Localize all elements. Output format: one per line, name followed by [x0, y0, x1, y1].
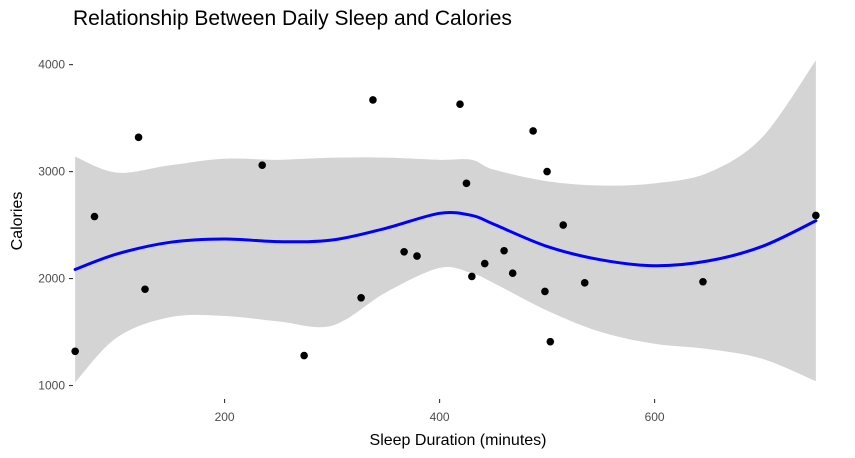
data-point	[300, 351, 308, 360]
data-point	[90, 212, 99, 221]
data-point	[480, 259, 489, 268]
data-point	[413, 252, 421, 260]
data-point	[508, 269, 517, 278]
chart-title: Relationship Between Daily Sleep and Cal…	[73, 7, 512, 30]
data-point	[141, 285, 149, 294]
data-point	[529, 127, 537, 135]
plot-area	[71, 60, 820, 383]
data-point	[71, 347, 79, 356]
data-point	[357, 294, 365, 302]
data-point	[369, 96, 377, 104]
smooth-line	[73, 210, 818, 271]
y-axis-title: Calories	[9, 192, 26, 251]
x-axis-title: Sleep Duration (minutes)	[370, 432, 547, 449]
y-tick-label: 4000	[38, 58, 65, 72]
data-point	[559, 221, 568, 229]
data-point	[456, 100, 464, 108]
y-tick-label: 1000	[38, 379, 65, 393]
data-point	[580, 279, 589, 287]
data-point	[543, 167, 551, 176]
data-point	[258, 161, 267, 169]
y-tick-label: 3000	[38, 165, 65, 179]
data-point	[500, 246, 508, 255]
data-point	[134, 133, 143, 142]
y-tick-label: 2000	[38, 272, 65, 286]
confidence-band	[75, 60, 816, 383]
data-point	[541, 287, 549, 296]
x-axis: 200 400 600	[215, 399, 665, 424]
x-tick-label: 400	[430, 410, 450, 424]
data-point	[400, 248, 408, 256]
data-point	[462, 179, 471, 188]
data-point	[699, 277, 707, 286]
y-axis: 1000 2000 3000 4000	[38, 58, 73, 393]
x-tick-label: 200	[215, 410, 235, 424]
x-tick-label: 600	[645, 410, 665, 424]
data-point	[468, 272, 476, 281]
data-point	[812, 211, 820, 220]
data-point	[546, 337, 555, 346]
